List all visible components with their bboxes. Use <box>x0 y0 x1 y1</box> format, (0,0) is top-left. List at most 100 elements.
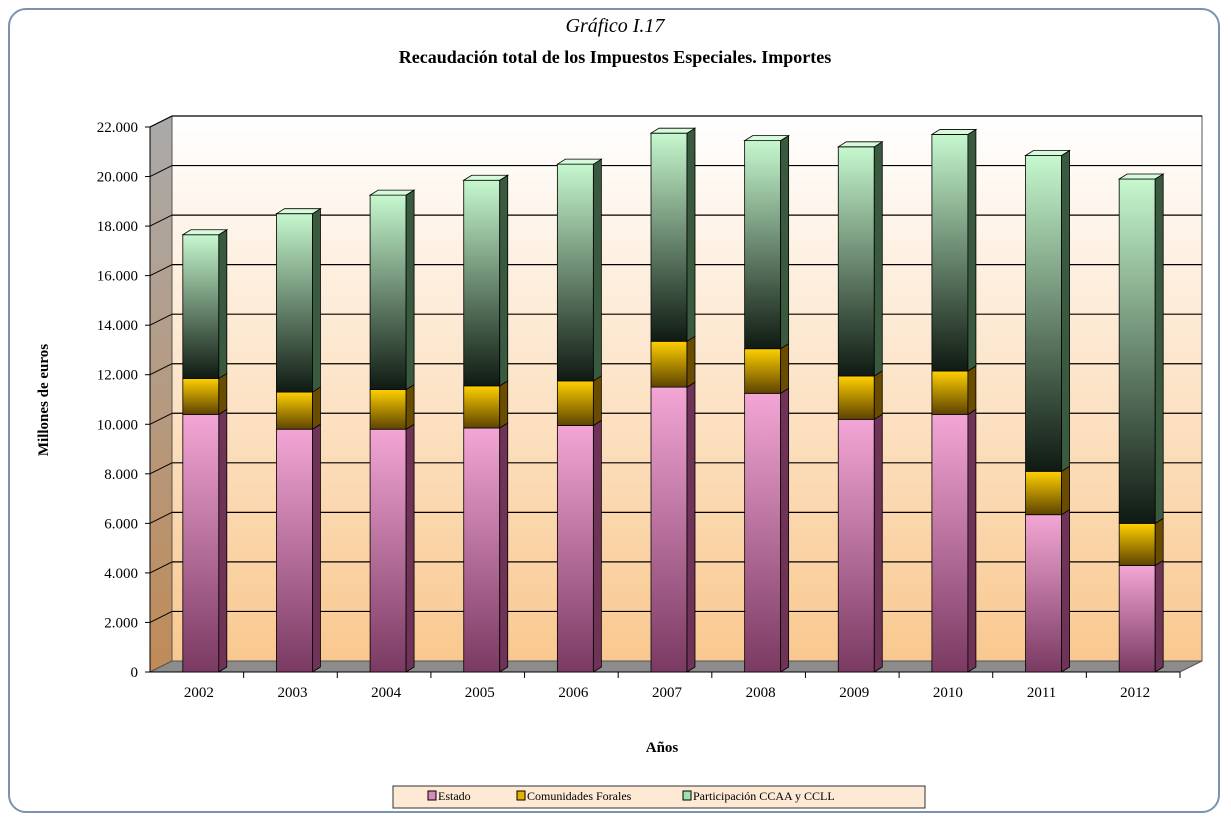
bar-comunidades-forales-2009 <box>837 375 875 420</box>
legend-label-estado: Estado <box>438 789 471 803</box>
legend-box <box>392 785 926 809</box>
bar-comunidades-forales-2005 <box>463 385 501 429</box>
x-tick-label-2011: 2011 <box>1027 685 1056 701</box>
bar-participacion-ccaa-y-ccll-2009 <box>837 146 875 377</box>
legend-swatch-participacion <box>682 790 692 801</box>
bar-estado-2008-side <box>780 387 790 673</box>
bar-comunidades-forales-2003-side <box>312 386 321 430</box>
bar-comunidades-forales-2007 <box>650 340 688 388</box>
bar-participacion-ccaa-y-ccll-2012-side <box>1154 173 1164 525</box>
y-tick-label: 2.000 <box>104 615 138 631</box>
bar-estado-2010-side <box>967 408 977 673</box>
legend-label-comunidades-forales: Comunidades Forales <box>527 789 632 803</box>
x-tick-label-2005: 2005 <box>465 685 495 701</box>
bar-estado-2005-side <box>499 422 509 673</box>
bar-comunidades-forales-2002 <box>182 378 220 415</box>
y-tick-label: 6.000 <box>104 516 138 532</box>
y-tick-label: 12.000 <box>97 368 138 384</box>
bar-estado-2004 <box>369 428 407 673</box>
chart-title: Gráfico I.17 <box>566 15 666 37</box>
bar-estado-2003 <box>276 428 313 673</box>
bar-estado-2006-side <box>592 419 602 673</box>
bar-participacion-ccaa-y-ccll-2006-side <box>592 158 602 382</box>
bar-participacion-ccaa-y-ccll-2010-top <box>930 129 978 135</box>
x-tick-label-2010: 2010 <box>933 685 963 701</box>
bar-participacion-ccaa-y-ccll-2008-side <box>780 134 790 350</box>
y-tick-label: 14.000 <box>97 318 138 334</box>
bar-participacion-ccaa-y-ccll-2006-top <box>555 158 603 165</box>
bar-comunidades-forales-2009-side <box>873 370 883 421</box>
bar-estado-2002-side <box>218 408 228 673</box>
bar-participacion-ccaa-y-ccll-2011-top <box>1024 150 1071 156</box>
plot-area: 0 2.000 4.000 6.000 8.000 10.000 12.000 14.000 1… <box>97 115 1203 701</box>
y-tick-label: 10.000 <box>97 417 138 433</box>
legend: Estado Comunidades Forales Participación… <box>392 785 926 809</box>
x-tick-label-2004: 2004 <box>371 685 402 701</box>
legend-swatch-comunidades-forales <box>516 790 526 801</box>
gridline-side <box>149 115 173 128</box>
bar-participacion-ccaa-y-ccll-2003 <box>276 213 313 393</box>
bar-comunidades-forales-2008-side <box>780 342 790 395</box>
bar-comunidades-forales-2012 <box>1118 522 1156 566</box>
bar-participacion-ccaa-y-ccll-2002-side <box>218 229 228 380</box>
bar-estado-2009 <box>837 418 875 673</box>
bar-participacion-ccaa-y-ccll-2011 <box>1025 155 1062 472</box>
bar-participacion-ccaa-y-ccll-2009-side <box>873 141 883 377</box>
bar-estado-2002 <box>182 413 220 673</box>
x-tick-label-2006: 2006 <box>558 685 589 701</box>
gridline-side <box>149 611 173 623</box>
bar-comunidades-forales-2011-side <box>1061 465 1070 516</box>
bar-participacion-ccaa-y-ccll-2002 <box>182 234 220 379</box>
gridline-side <box>149 363 173 376</box>
chart-subtitle: Recaudación total de los Impuestos Espec… <box>399 47 832 67</box>
bar-comunidades-forales-2012-side <box>1154 517 1164 567</box>
gridline-side <box>149 165 173 177</box>
gridline-side <box>149 462 173 475</box>
y-tick-label: 8.000 <box>104 467 138 483</box>
bar-participacion-ccaa-y-ccll-2008-top <box>743 135 791 142</box>
bar-participacion-ccaa-y-ccll-2006 <box>556 163 594 382</box>
bar-participacion-ccaa-y-ccll-2009-top <box>836 141 884 148</box>
bar-participacion-ccaa-y-ccll-2004-top <box>368 189 416 196</box>
y-tick-label: 16.000 <box>97 269 138 285</box>
bar-estado-2012-side <box>1154 559 1164 673</box>
bar-participacion-ccaa-y-ccll-2002-top <box>181 229 229 236</box>
bar-participacion-ccaa-y-ccll-2011-side <box>1061 149 1070 473</box>
bar-estado-2004-side <box>405 423 415 673</box>
y-tick-label: 18.000 <box>97 219 138 235</box>
bar-comunidades-forales-2008 <box>744 348 782 394</box>
bar-comunidades-forales-2004-side <box>405 383 415 430</box>
bar-comunidades-forales-2011 <box>1025 470 1062 516</box>
bar-estado-2010 <box>931 413 969 673</box>
y-tick-label: 22.000 <box>97 120 138 136</box>
bar-participacion-ccaa-y-ccll-2010-side <box>967 128 977 372</box>
bar-participacion-ccaa-y-ccll-2004 <box>369 194 407 390</box>
bar-comunidades-forales-2004 <box>369 389 407 430</box>
bar-estado-2007-side <box>686 381 696 673</box>
x-tick-label-2007: 2007 <box>652 685 683 701</box>
bar-participacion-ccaa-y-ccll-2012 <box>1118 178 1156 524</box>
bar-participacion-ccaa-y-ccll-2007-side <box>686 127 696 343</box>
bar-participacion-ccaa-y-ccll-2005-side <box>499 174 509 387</box>
bar-estado-2008 <box>744 392 782 673</box>
bar-participacion-ccaa-y-ccll-2010 <box>931 134 969 372</box>
bar-comunidades-forales-2002-side <box>218 372 228 416</box>
gridline-side <box>149 214 173 227</box>
gridline-side <box>149 412 173 425</box>
gridline-side <box>149 561 173 574</box>
bar-participacion-ccaa-y-ccll-2003-side <box>312 207 321 393</box>
bar-comunidades-forales-2010 <box>931 370 969 415</box>
bar-estado-2012 <box>1118 565 1156 673</box>
bar-participacion-ccaa-y-ccll-2005 <box>463 179 501 387</box>
bar-participacion-ccaa-y-ccll-2004-side <box>405 189 415 391</box>
bar-comunidades-forales-2006 <box>556 380 594 426</box>
bar-estado-2011 <box>1025 514 1062 673</box>
gridline-side <box>149 511 173 524</box>
bar-participacion-ccaa-y-ccll-2012-top <box>1117 173 1165 180</box>
bar-comunidades-forales-2005-side <box>499 380 509 429</box>
bar-comunidades-forales-2010-side <box>967 365 977 416</box>
legend-swatch-estado <box>427 790 437 801</box>
y-tick-label: 20.000 <box>97 170 138 186</box>
gridline-side <box>149 264 173 277</box>
